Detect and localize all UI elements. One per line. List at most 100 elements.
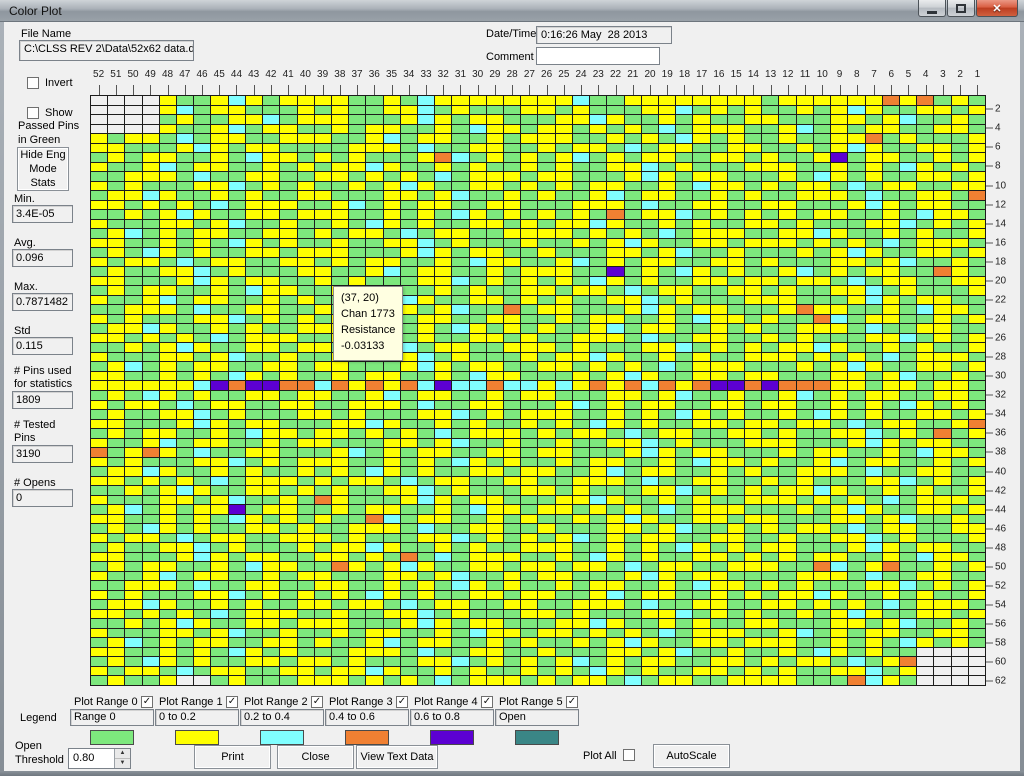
grid-cell[interactable] (452, 267, 469, 276)
grid-cell[interactable] (934, 429, 951, 438)
grid-cell[interactable] (469, 581, 486, 590)
grid-cell[interactable] (968, 172, 985, 181)
grid-cell[interactable] (452, 410, 469, 419)
grid-cell[interactable] (676, 609, 693, 619)
grid-cell[interactable] (538, 333, 555, 343)
grid-cell[interactable] (848, 609, 865, 619)
grid-cell[interactable] (951, 581, 968, 590)
grid-cell[interactable] (349, 505, 366, 514)
grid-cell[interactable] (538, 638, 555, 647)
grid-cell[interactable] (331, 371, 349, 381)
grid-cell[interactable] (280, 115, 297, 124)
grid-cell[interactable] (899, 600, 917, 609)
grid-cell[interactable] (762, 172, 779, 181)
grid-cell[interactable] (349, 191, 366, 200)
grid-cell[interactable] (383, 210, 400, 219)
grid-cell[interactable] (297, 219, 314, 229)
grid-cell[interactable] (641, 124, 658, 134)
grid-cell[interactable] (899, 609, 917, 619)
grid-cell[interactable] (108, 495, 125, 505)
grid-cell[interactable] (727, 400, 745, 410)
grid-cell[interactable] (813, 647, 831, 657)
grid-cell[interactable] (469, 219, 486, 229)
grid-cell[interactable] (624, 457, 641, 467)
grid-cell[interactable] (177, 467, 194, 476)
grid-cell[interactable] (245, 590, 263, 600)
grid-cell[interactable] (159, 609, 177, 619)
grid-cell[interactable] (658, 609, 676, 619)
grid-cell[interactable] (228, 267, 245, 276)
grid-cell[interactable] (263, 457, 280, 467)
grid-cell[interactable] (538, 571, 555, 581)
grid-cell[interactable] (865, 514, 882, 524)
grid-cell[interactable] (624, 181, 641, 191)
grid-cell[interactable] (194, 134, 211, 143)
grid-cell[interactable] (813, 381, 831, 390)
grid-cell[interactable] (624, 276, 641, 286)
grid-cell[interactable] (607, 324, 624, 333)
grid-cell[interactable] (504, 448, 521, 457)
grid-cell[interactable] (624, 162, 641, 172)
grid-cell[interactable] (435, 115, 452, 124)
grid-cell[interactable] (91, 476, 108, 486)
grid-cell[interactable] (91, 105, 108, 115)
grid-cell[interactable] (572, 524, 590, 533)
grid-cell[interactable] (108, 200, 125, 210)
grid-cell[interactable] (745, 105, 762, 115)
grid-cell[interactable] (331, 609, 349, 619)
grid-cell[interactable] (159, 229, 177, 238)
grid-cell[interactable] (951, 286, 968, 295)
grid-cell[interactable] (676, 495, 693, 505)
grid-cell[interactable] (848, 600, 865, 609)
grid-cell[interactable] (245, 448, 263, 457)
grid-cell[interactable] (366, 657, 383, 666)
grid-cell[interactable] (280, 438, 297, 448)
grid-cell[interactable] (297, 590, 314, 600)
grid-cell[interactable] (211, 400, 228, 410)
grid-cell[interactable] (710, 638, 727, 647)
grid-cell[interactable] (228, 191, 245, 200)
grid-cell[interactable] (658, 429, 676, 438)
grid-cell[interactable] (796, 419, 813, 429)
grid-cell[interactable] (280, 210, 297, 219)
grid-cell[interactable] (125, 657, 142, 666)
file-name-field[interactable]: C:\CLSS REV 2\Data\52x62 data.dat (19, 40, 194, 61)
grid-cell[interactable] (865, 600, 882, 609)
grid-cell[interactable] (297, 666, 314, 676)
grid-cell[interactable] (572, 467, 590, 476)
grid-cell[interactable] (469, 628, 486, 638)
grid-cell[interactable] (263, 153, 280, 162)
grid-cell[interactable] (641, 96, 658, 105)
grid-cell[interactable] (572, 429, 590, 438)
grid-cell[interactable] (159, 543, 177, 552)
grid-cell[interactable] (297, 505, 314, 514)
grid-cell[interactable] (521, 352, 538, 362)
grid-cell[interactable] (91, 115, 108, 124)
grid-cell[interactable] (572, 495, 590, 505)
grid-cell[interactable] (469, 286, 486, 295)
grid-cell[interactable] (572, 628, 590, 638)
grid-cell[interactable] (831, 96, 848, 105)
grid-cell[interactable] (796, 533, 813, 543)
grid-cell[interactable] (710, 276, 727, 286)
grid-cell[interactable] (745, 96, 762, 105)
grid-cell[interactable] (745, 200, 762, 210)
grid-cell[interactable] (280, 134, 297, 143)
grid-cell[interactable] (727, 467, 745, 476)
grid-cell[interactable] (469, 181, 486, 191)
grid-cell[interactable] (280, 638, 297, 647)
grid-cell[interactable] (125, 448, 142, 457)
grid-cell[interactable] (331, 619, 349, 628)
grid-cell[interactable] (314, 457, 331, 467)
grid-cell[interactable] (280, 410, 297, 419)
grid-cell[interactable] (848, 267, 865, 276)
grid-cell[interactable] (228, 609, 245, 619)
grid-cell[interactable] (400, 276, 418, 286)
grid-cell[interactable] (813, 571, 831, 581)
grid-cell[interactable] (469, 191, 486, 200)
grid-cell[interactable] (848, 124, 865, 134)
grid-cell[interactable] (228, 181, 245, 191)
grid-cell[interactable] (418, 391, 435, 400)
grid-cell[interactable] (676, 419, 693, 429)
grid-cell[interactable] (159, 391, 177, 400)
